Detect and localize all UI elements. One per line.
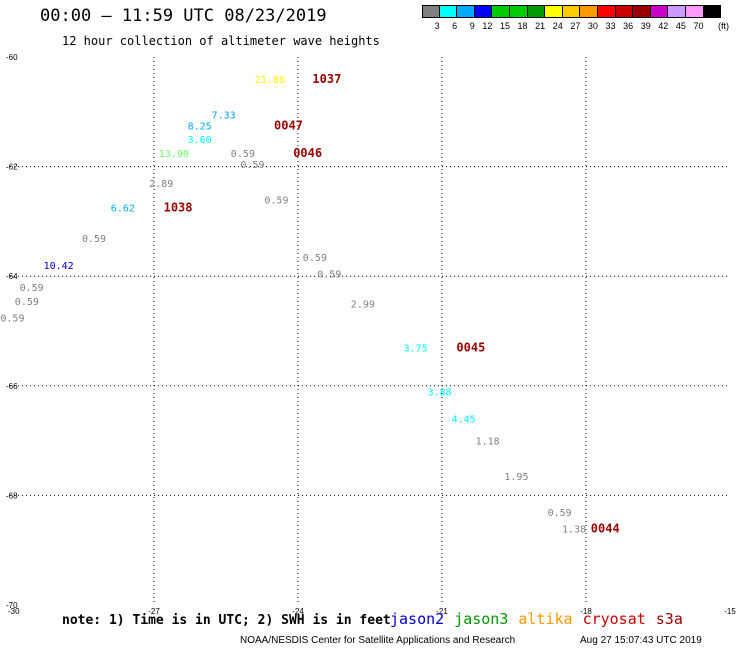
footer-note: note: 1) Time is in UTC; 2) SWH is in fe…	[62, 613, 391, 628]
colorbar-swatch	[685, 5, 704, 18]
wave-height-label: 1.38	[562, 524, 586, 535]
wave-height-label: 0.59	[240, 160, 264, 171]
wave-height-label: 0.59	[548, 508, 572, 519]
colorbar-unit: (ft)	[718, 21, 729, 31]
x-tick-label: -15	[724, 607, 736, 616]
colorbar-swatch	[509, 5, 528, 18]
wave-height-label: 4.45	[452, 415, 476, 426]
x-tick-label: -18	[580, 607, 592, 616]
y-tick-label: -66	[6, 382, 18, 391]
colorbar-swatch	[527, 5, 546, 18]
time-label: 1038	[164, 201, 193, 215]
wave-height-label: 0.59	[264, 195, 288, 206]
wave-height-label: 0.59	[0, 313, 24, 324]
y-tick-label: -70	[6, 601, 18, 610]
wave-height-label: 2.99	[351, 300, 375, 311]
colorbar-swatch	[439, 5, 458, 18]
colorbar-label: 9	[469, 21, 475, 31]
colorbar-label: 15	[499, 21, 510, 31]
y-tick-label: -68	[6, 491, 18, 500]
wave-height-label: 0.59	[231, 149, 255, 160]
wave-height-label: 6.62	[111, 204, 135, 215]
wave-height-label: 7.33	[212, 111, 236, 122]
time-label: 0044	[591, 521, 620, 535]
colorbar-swatch	[668, 5, 686, 18]
legend-entry-jason2: jason2	[390, 610, 445, 628]
y-tick-label: -60	[6, 53, 18, 62]
colorbar-swatch	[580, 5, 598, 18]
colorbar-labels: 3 6 9 12 15 18 21 24 27 30 33 36 39 42 45 70	[422, 21, 704, 31]
time-label: 0046	[293, 146, 322, 160]
colorbar-label: 21	[535, 21, 546, 31]
colorbar-label: 3	[434, 21, 440, 31]
y-tick-label: -62	[6, 163, 18, 172]
chart-subtitle: 12 hour collection of altimeter wave hei…	[62, 34, 380, 48]
wave-height-label: 3.88	[428, 387, 452, 398]
chart-title: 00:00 – 11:59 UTC 08/23/2019	[40, 6, 327, 26]
time-label: 0047	[274, 119, 303, 133]
wave-height-label: 0.59	[303, 253, 327, 264]
colorbar-label: 6	[452, 21, 458, 31]
colorbar-label: 33	[605, 21, 616, 31]
time-label: 0926	[0, 546, 1, 560]
wave-height-label: 3.60	[188, 135, 212, 146]
colorbar-swatch	[562, 5, 581, 18]
wave-height-label: 0.59	[20, 283, 44, 294]
colorbar-swatch	[492, 5, 510, 18]
wave-height-label: 8.25	[188, 122, 212, 133]
colorbar-swatch	[650, 5, 669, 18]
x-tick-label: -24	[292, 607, 304, 616]
colorbar-label: 45	[675, 21, 686, 31]
colorbar-swatch	[422, 5, 440, 18]
colorbar-swatch	[597, 5, 616, 18]
colorbar-label: 70	[693, 21, 704, 31]
colorbar-label: 18	[517, 21, 528, 31]
x-tick-label: -21	[436, 607, 448, 616]
x-tick-label: -30	[8, 607, 20, 616]
wave-height-label: 0.59	[317, 269, 341, 280]
satellite-legend: jason2 jason3 altika cryosat s3a	[390, 610, 683, 628]
colorbar-swatch	[703, 5, 722, 18]
colorbar-swatch	[633, 5, 651, 18]
footer-timestamp: Aug 27 15:07:43 UTC 2019	[580, 635, 702, 646]
colorbar-swatch	[615, 5, 634, 18]
colorbar-label: 42	[658, 21, 669, 31]
footer-credit: NOAA/NESDIS Center for Satellite Applica…	[240, 635, 516, 646]
time-label: 1037	[312, 72, 341, 86]
wave-height-label: 0.59	[15, 297, 39, 308]
colorbar-label: 24	[552, 21, 563, 31]
colorbar-label: 30	[587, 21, 598, 31]
colorbar-swatch	[457, 5, 475, 18]
legend-entry-cryosat: cryosat	[582, 610, 646, 628]
legend-entry-s3a: s3a	[655, 610, 683, 628]
wave-height-label: 1.95	[504, 472, 528, 483]
wave-height-label: 10.42	[44, 261, 74, 272]
legend-entry-jason3: jason3	[454, 610, 509, 628]
wave-height-label: 13.90	[159, 149, 189, 160]
legend-entry-altika: altika	[518, 610, 573, 628]
wave-height-label: 3.75	[404, 343, 428, 354]
colorbar	[422, 5, 722, 18]
time-label: 0045	[456, 340, 485, 354]
wave-height-label: 0.59	[82, 234, 106, 245]
wave-height-label: 2.89	[149, 179, 173, 190]
y-tick-label: -64	[6, 272, 18, 281]
wave-height-label: 1.18	[476, 437, 500, 448]
wave-height-label: 21.88	[255, 75, 285, 86]
colorbar-label: 39	[640, 21, 651, 31]
colorbar-label: 27	[570, 21, 581, 31]
colorbar-swatch	[545, 5, 563, 18]
colorbar-swatch	[474, 5, 493, 18]
colorbar-label: 12	[482, 21, 493, 31]
x-tick-label: -27	[148, 607, 160, 616]
colorbar-label: 36	[623, 21, 634, 31]
